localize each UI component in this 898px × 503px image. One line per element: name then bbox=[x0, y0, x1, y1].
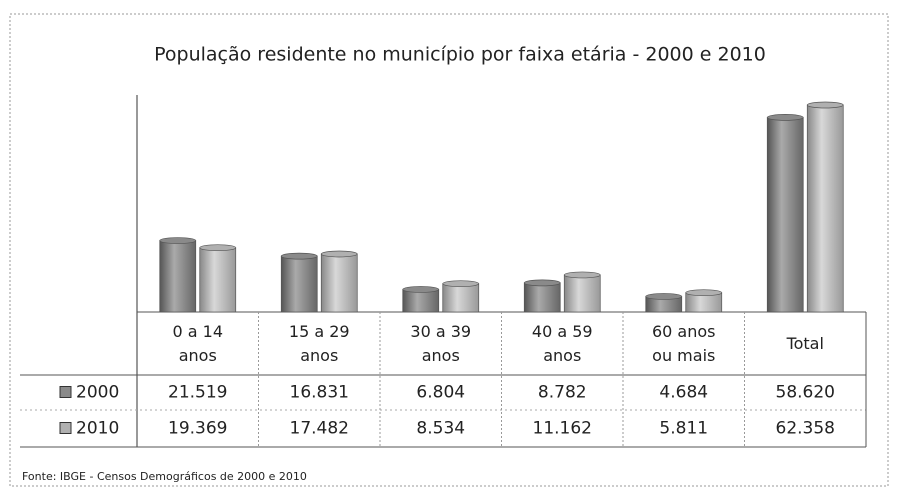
bar-cap bbox=[159, 237, 197, 244]
x-tick-label: 40 a 59 anos bbox=[531, 321, 593, 365]
frame bbox=[9, 13, 889, 487]
x-tick-label: 40 a 59 anos bbox=[502, 312, 624, 375]
x-tick-label: 30 a 39 anos bbox=[380, 312, 502, 375]
value-label: 8.534 bbox=[416, 419, 465, 439]
x-tick-label: Total bbox=[786, 333, 824, 353]
bar-cap bbox=[766, 114, 804, 121]
bar bbox=[199, 247, 237, 313]
value-label: 8.782 bbox=[538, 383, 587, 403]
legend-marker bbox=[59, 386, 72, 398]
bar-cap bbox=[402, 286, 440, 293]
value-label: 19.369 bbox=[168, 419, 227, 439]
x-tick-label: Total bbox=[745, 312, 867, 375]
bar bbox=[806, 104, 844, 313]
legend-label: 2010 bbox=[76, 419, 119, 439]
category-cell: 30 a 39 anos bbox=[380, 312, 502, 375]
x-tick-label: 0 a 14 anos bbox=[172, 321, 223, 365]
x-tick-label: 60 anos ou mais bbox=[651, 321, 716, 365]
legend-label: 2000 bbox=[76, 383, 119, 403]
bar bbox=[563, 274, 601, 313]
bar bbox=[523, 282, 561, 313]
legend-marker bbox=[59, 422, 72, 434]
value-label: 5.811 bbox=[659, 419, 708, 439]
value-label: 58.620 bbox=[776, 383, 835, 403]
bar bbox=[320, 253, 358, 313]
source: Fonte: IBGE - Censos Demográficos de 200… bbox=[22, 470, 307, 483]
bar bbox=[280, 255, 318, 313]
x-tick-label: 0 a 14 anos bbox=[137, 312, 259, 375]
category-cell: Total bbox=[745, 312, 867, 375]
value-label: 17.482 bbox=[290, 419, 349, 439]
bar-cap bbox=[523, 279, 561, 287]
bar-cap bbox=[645, 293, 683, 300]
bar bbox=[442, 283, 480, 313]
bar-cap bbox=[442, 280, 480, 288]
bar-cap bbox=[563, 271, 601, 279]
bar bbox=[402, 289, 440, 313]
bar-cap bbox=[806, 101, 844, 109]
bar-cap bbox=[320, 250, 358, 258]
bar-cap bbox=[199, 244, 237, 252]
value-label: 6.804 bbox=[416, 383, 465, 403]
value-label: 62.358 bbox=[776, 419, 835, 439]
bar-cap bbox=[280, 252, 318, 260]
value-label: 11.162 bbox=[533, 419, 592, 439]
category-cell: 40 a 59 anos bbox=[502, 312, 624, 375]
bar bbox=[159, 240, 197, 313]
category-cell: 0 a 14 anos bbox=[137, 312, 259, 375]
category-cell: 60 anos ou mais bbox=[623, 312, 745, 375]
x-tick-label: 15 a 29 anos bbox=[259, 312, 381, 375]
value-label: 4.684 bbox=[659, 383, 708, 403]
category-cell: 15 a 29 anos bbox=[259, 312, 381, 375]
bar bbox=[766, 117, 804, 313]
bar-cap bbox=[685, 289, 723, 297]
chart-title: População residente no município por fai… bbox=[154, 44, 766, 66]
x-tick-label: 15 a 29 anos bbox=[288, 321, 350, 365]
value-label: 16.831 bbox=[290, 383, 349, 403]
x-tick-label: 60 anos ou mais bbox=[623, 312, 745, 375]
value-label: 21.519 bbox=[168, 383, 227, 403]
x-tick-label: 30 a 39 anos bbox=[410, 321, 472, 365]
